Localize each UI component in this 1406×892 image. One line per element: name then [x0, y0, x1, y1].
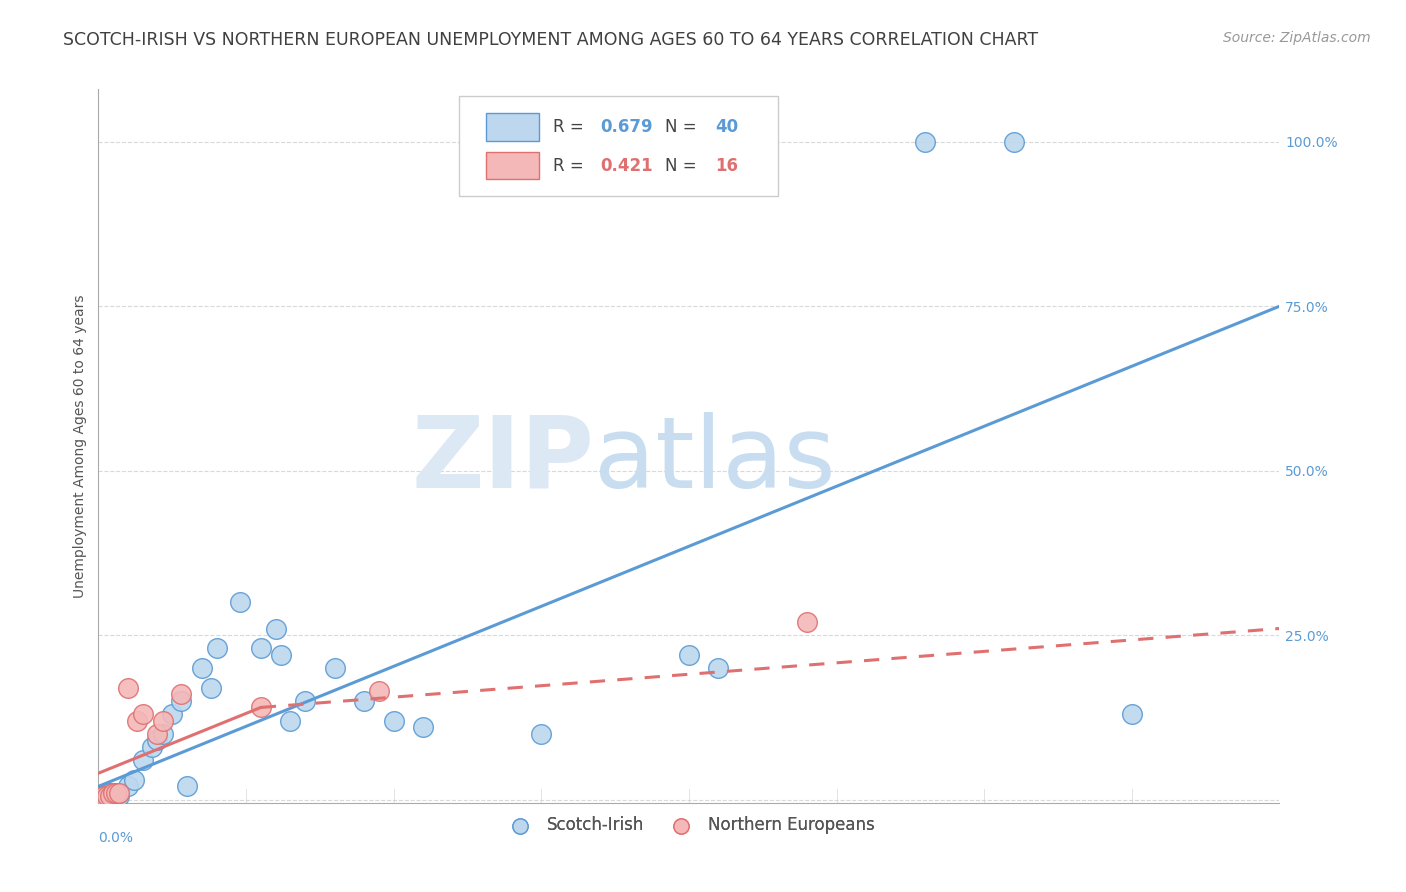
Point — [98, 789, 121, 804]
Point — [98, 786, 121, 800]
Point — [132, 706, 155, 721]
Point — [96, 789, 118, 804]
Point — [93, 789, 115, 804]
Legend: Scotch-Irish, Northern Europeans: Scotch-Irish, Northern Europeans — [496, 810, 882, 841]
Point — [132, 753, 155, 767]
Point — [125, 714, 148, 728]
Text: Source: ZipAtlas.com: Source: ZipAtlas.com — [1223, 31, 1371, 45]
Text: 40: 40 — [714, 118, 738, 136]
Point — [353, 694, 375, 708]
Text: N =: N = — [665, 118, 702, 136]
Point — [162, 706, 183, 721]
Point — [108, 789, 131, 804]
Text: N =: N = — [665, 157, 702, 175]
Point — [96, 789, 118, 804]
Text: 0.0%: 0.0% — [98, 831, 134, 846]
Point — [90, 789, 112, 804]
Point — [146, 733, 169, 747]
Text: SCOTCH-IRISH VS NORTHERN EUROPEAN UNEMPLOYMENT AMONG AGES 60 TO 64 YEARS CORRELA: SCOTCH-IRISH VS NORTHERN EUROPEAN UNEMPL… — [63, 31, 1039, 49]
Point — [368, 684, 391, 698]
Point — [412, 720, 434, 734]
Point — [191, 661, 214, 675]
Point — [122, 772, 145, 787]
Text: R =: R = — [553, 157, 589, 175]
Point — [229, 595, 252, 609]
FancyBboxPatch shape — [486, 152, 538, 179]
Point — [90, 789, 112, 804]
Text: atlas: atlas — [595, 412, 837, 508]
Point — [270, 648, 292, 662]
Point — [382, 714, 405, 728]
Point — [105, 786, 128, 800]
Point — [146, 727, 169, 741]
Point — [914, 135, 936, 149]
Point — [93, 789, 115, 804]
Point — [117, 780, 139, 794]
Point — [323, 661, 346, 675]
Point — [96, 786, 118, 800]
Point — [205, 641, 228, 656]
Point — [108, 786, 131, 800]
Point — [103, 786, 125, 800]
Point — [170, 694, 193, 708]
Point — [1002, 135, 1025, 149]
Point — [103, 789, 125, 804]
Point — [280, 714, 302, 728]
Point — [264, 622, 287, 636]
Text: ZIP: ZIP — [412, 412, 595, 508]
Point — [98, 789, 121, 804]
Point — [678, 648, 700, 662]
Point — [117, 681, 139, 695]
Text: R =: R = — [553, 118, 589, 136]
Point — [796, 615, 818, 629]
Point — [141, 739, 163, 754]
Text: 16: 16 — [714, 157, 738, 175]
Point — [707, 661, 730, 675]
Point — [152, 727, 174, 741]
Point — [176, 780, 198, 794]
Text: 0.421: 0.421 — [600, 157, 652, 175]
Text: 0.679: 0.679 — [600, 118, 652, 136]
Point — [250, 700, 273, 714]
FancyBboxPatch shape — [458, 96, 778, 196]
Point — [103, 786, 125, 800]
Point — [530, 727, 553, 741]
Point — [108, 786, 131, 800]
Point — [250, 641, 273, 656]
Point — [152, 714, 174, 728]
Point — [294, 694, 316, 708]
Y-axis label: Unemployment Among Ages 60 to 64 years: Unemployment Among Ages 60 to 64 years — [73, 294, 87, 598]
Point — [170, 687, 193, 701]
Point — [1121, 706, 1143, 721]
Point — [200, 681, 222, 695]
FancyBboxPatch shape — [486, 113, 538, 141]
Point — [105, 786, 128, 800]
